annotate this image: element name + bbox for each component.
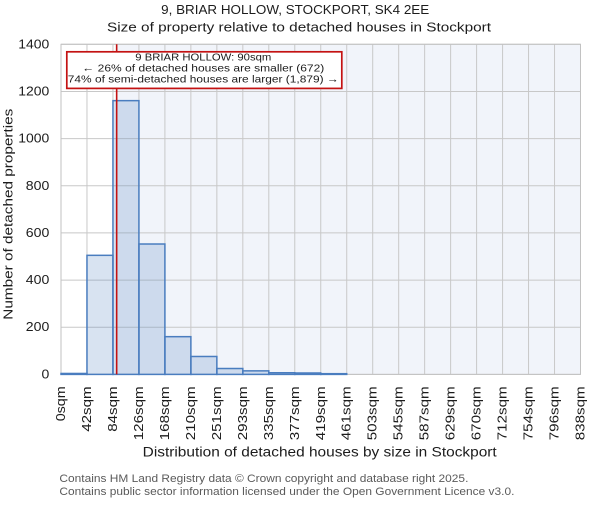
svg-text:Size of property relative to d: Size of property relative to detached ho… <box>107 20 491 35</box>
svg-text:754sqm: 754sqm <box>522 386 536 440</box>
svg-text:168sqm: 168sqm <box>158 386 172 440</box>
svg-text:419sqm: 419sqm <box>314 386 328 440</box>
svg-text:796sqm: 796sqm <box>548 386 562 440</box>
svg-text:251sqm: 251sqm <box>210 386 224 440</box>
svg-text:461sqm: 461sqm <box>340 386 354 440</box>
svg-text:42sqm: 42sqm <box>80 386 94 432</box>
svg-text:84sqm: 84sqm <box>106 386 120 432</box>
svg-text:9 BRIAR HOLLOW: 90sqm: 9 BRIAR HOLLOW: 90sqm <box>135 52 271 64</box>
svg-text:712sqm: 712sqm <box>496 386 510 440</box>
svg-text:0: 0 <box>42 367 50 381</box>
svg-text:Distribution of detached house: Distribution of detached houses by size … <box>143 444 497 459</box>
svg-text:← 26% of detached houses are s: ← 26% of detached houses are smaller (67… <box>82 63 324 75</box>
svg-text:670sqm: 670sqm <box>470 386 484 440</box>
svg-text:Number of detached properties: Number of detached properties <box>0 108 15 320</box>
svg-text:74% of semi-detached houses ar: 74% of semi-detached houses are larger (… <box>68 74 339 86</box>
svg-text:600: 600 <box>26 226 50 240</box>
svg-text:293sqm: 293sqm <box>236 386 250 440</box>
svg-text:503sqm: 503sqm <box>366 386 380 440</box>
svg-text:400: 400 <box>26 273 50 287</box>
svg-text:1400: 1400 <box>18 37 49 51</box>
svg-text:126sqm: 126sqm <box>132 386 146 440</box>
svg-text:Contains public sector informa: Contains public sector information licen… <box>59 486 514 498</box>
svg-text:800: 800 <box>26 179 50 193</box>
svg-text:629sqm: 629sqm <box>444 386 458 440</box>
svg-text:1200: 1200 <box>18 84 49 98</box>
svg-text:377sqm: 377sqm <box>288 386 302 440</box>
svg-text:1000: 1000 <box>18 132 49 146</box>
svg-text:0sqm: 0sqm <box>54 386 68 421</box>
svg-text:545sqm: 545sqm <box>392 386 406 440</box>
svg-text:335sqm: 335sqm <box>262 386 276 440</box>
svg-text:587sqm: 587sqm <box>418 386 432 440</box>
svg-text:Contains HM Land Registry data: Contains HM Land Registry data © Crown c… <box>59 473 468 485</box>
svg-text:200: 200 <box>26 320 50 334</box>
svg-text:9, BRIAR HOLLOW, STOCKPORT, SK: 9, BRIAR HOLLOW, STOCKPORT, SK4 2EE <box>161 2 429 17</box>
svg-text:838sqm: 838sqm <box>574 386 588 440</box>
svg-text:210sqm: 210sqm <box>184 386 198 440</box>
